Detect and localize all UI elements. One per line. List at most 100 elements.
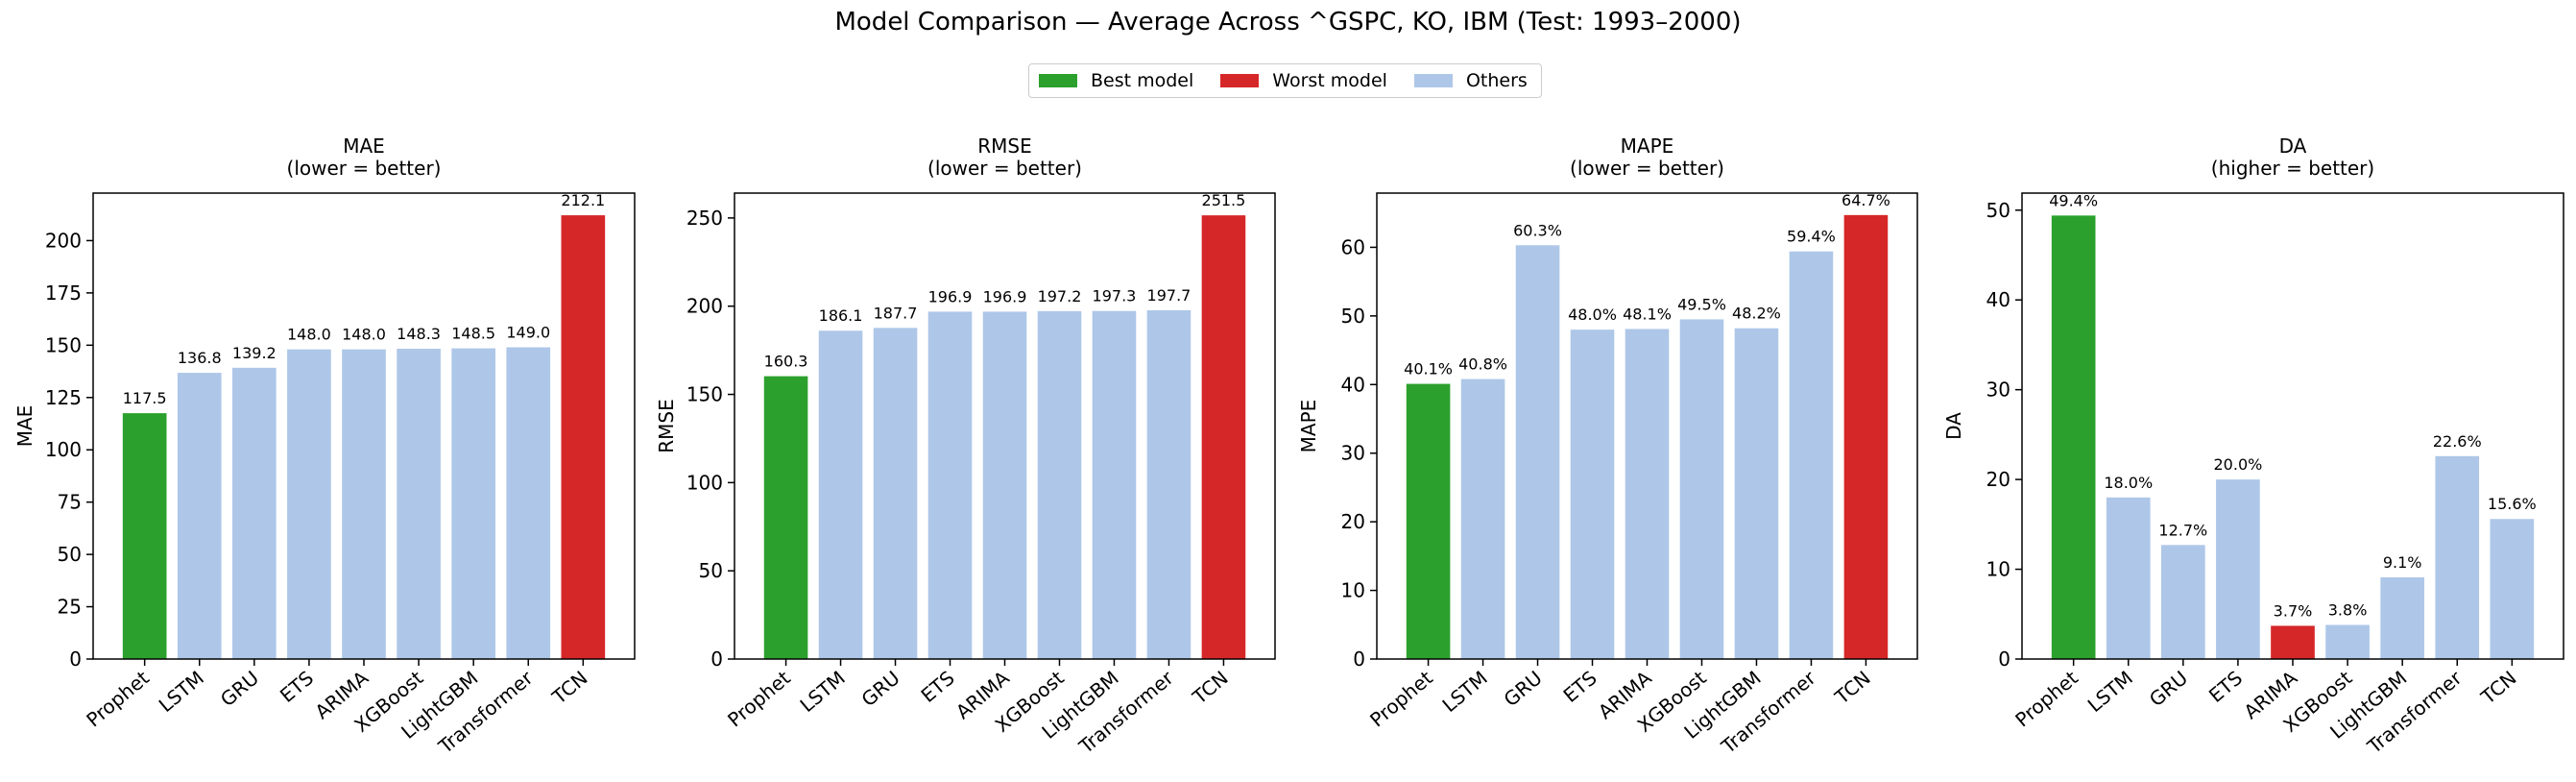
bar-transformer: [1146, 309, 1192, 659]
data-label: 196.9: [928, 287, 973, 305]
panel-title: MAE: [343, 134, 385, 158]
x-tick-label: Prophet: [1365, 666, 1437, 731]
y-axis-label: MAPE: [1297, 400, 1320, 453]
y-tick-label: 20: [1341, 510, 1365, 533]
x-tick-label: ETS: [2204, 666, 2247, 707]
bar-ets: [927, 311, 973, 659]
legend-swatch-others: [1413, 74, 1453, 87]
x-tick-label: ETS: [917, 666, 959, 707]
data-label: 197.2: [1038, 287, 1082, 305]
data-label: 197.7: [1147, 286, 1192, 305]
x-tick-label: Transformer: [433, 666, 538, 759]
bar-xgboost: [1679, 319, 1724, 659]
panel-title: MAPE: [1621, 134, 1674, 158]
panel-da: DA(higher = better)49.4%Prophet18.0%LSTM…: [1942, 134, 2564, 759]
x-tick-label: LSTM: [2083, 666, 2137, 717]
data-label: 136.8: [178, 349, 222, 367]
data-label: 59.4%: [1787, 228, 1836, 246]
bar-lightgbm: [1734, 328, 1779, 659]
data-label: 196.9: [983, 287, 1027, 305]
legend-item-others: Others: [1413, 70, 1528, 91]
data-label: 160.3: [764, 353, 808, 371]
y-tick-label: 50: [1986, 199, 2010, 222]
panel-subtitle: (lower = better): [927, 157, 1082, 180]
y-tick-label: 25: [58, 596, 82, 619]
y-tick-label: 50: [58, 543, 82, 566]
data-label: 64.7%: [1842, 191, 1890, 209]
bar-transformer: [1789, 251, 1834, 659]
x-tick-label: LSTM: [1437, 666, 1491, 717]
panel-mae: MAE(lower = better)117.5Prophet136.8LSTM…: [13, 134, 636, 759]
bar-lightgbm: [451, 348, 496, 659]
y-tick-label: 0: [69, 648, 82, 671]
y-tick-label: 10: [1341, 579, 1365, 602]
x-tick-label: Prophet: [82, 666, 154, 731]
y-tick-label: 20: [1986, 468, 2010, 491]
panel-subtitle: (lower = better): [1570, 157, 1724, 180]
y-tick-label: 30: [1986, 379, 2010, 402]
data-label: 148.3: [397, 325, 441, 343]
panel-title: DA: [2279, 134, 2307, 158]
legend-swatch-best: [1039, 74, 1077, 87]
legend-swatch-worst: [1220, 74, 1260, 87]
data-label: 40.8%: [1458, 355, 1507, 374]
y-tick-label: 30: [1341, 442, 1365, 465]
bar-transformer: [2435, 455, 2480, 659]
x-tick-label: Transformer: [2362, 666, 2467, 759]
x-tick-label: Prophet: [2010, 666, 2082, 731]
bar-lightgbm: [2380, 576, 2425, 659]
plot-frame: [92, 192, 636, 660]
bar-prophet: [2051, 215, 2096, 659]
x-tick-label: Transformer: [1717, 666, 1821, 759]
bar-ets: [287, 349, 331, 659]
data-label: 22.6%: [2433, 432, 2482, 451]
plot-frame: [1376, 192, 1918, 660]
data-label: 148.0: [287, 326, 331, 344]
panel-subtitle: (higher = better): [2211, 157, 2374, 180]
x-tick-label: TCN: [1830, 666, 1875, 709]
data-label: 139.2: [232, 344, 277, 362]
bar-ets: [2216, 479, 2260, 659]
x-tick-label: TCN: [2476, 666, 2521, 709]
x-tick-label: ETS: [276, 666, 318, 707]
x-tick-label: Prophet: [723, 666, 795, 731]
bar-prophet: [1406, 383, 1451, 659]
y-tick-label: 40: [1341, 373, 1365, 396]
y-tick-label: 100: [686, 471, 723, 494]
bar-xgboost: [2325, 624, 2370, 659]
legend-item-best: Best model: [1039, 70, 1193, 91]
y-tick-label: 150: [686, 383, 723, 406]
data-label: 49.5%: [1677, 295, 1726, 313]
bar-tcn: [2490, 519, 2535, 659]
legend-label-others: Others: [1465, 70, 1528, 91]
bar-lstm: [818, 330, 863, 659]
x-tick-label: LSTM: [155, 666, 208, 717]
bar-arima: [342, 349, 386, 659]
x-tick-label: TCN: [1188, 666, 1233, 709]
bar-xgboost: [397, 349, 441, 659]
data-label: 20.0%: [2214, 455, 2263, 474]
y-axis-label: MAE: [13, 405, 36, 448]
y-tick-label: 0: [1998, 648, 2010, 671]
bar-lightgbm: [1092, 310, 1137, 659]
data-label: 48.0%: [1568, 305, 1617, 324]
y-tick-label: 50: [1341, 305, 1365, 328]
bar-transformer: [506, 347, 551, 659]
data-label: 251.5: [1202, 191, 1246, 209]
bar-prophet: [122, 413, 167, 659]
y-tick-label: 10: [1986, 558, 2010, 581]
x-tick-label: GRU: [2145, 666, 2192, 711]
data-label: 197.3: [1093, 287, 1137, 305]
bar-arima: [982, 311, 1027, 659]
data-label: 12.7%: [2158, 521, 2207, 539]
data-label: 48.1%: [1623, 305, 1672, 323]
plot-frame: [734, 192, 1276, 660]
x-tick-label: ETS: [1559, 666, 1601, 707]
y-tick-label: 0: [710, 648, 723, 671]
data-label: 148.0: [342, 326, 386, 344]
legend: Best model Worst model Others: [1028, 63, 1542, 98]
plot-frame: [2021, 192, 2564, 660]
data-label: 186.1: [819, 306, 863, 325]
bar-lstm: [1460, 379, 1505, 659]
